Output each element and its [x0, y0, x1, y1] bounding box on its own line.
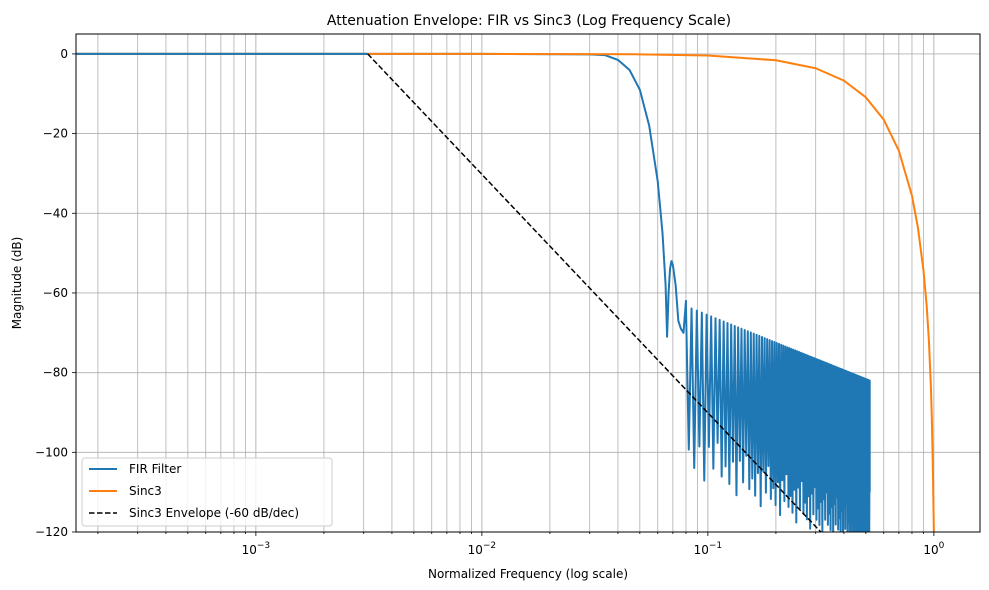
- x-tick-label-exponent: 0: [939, 541, 945, 551]
- y-tick-label: −20: [43, 127, 68, 141]
- series-layer: [76, 52, 935, 532]
- x-tick-label: 100: [923, 541, 944, 557]
- legend-label: Sinc3: [129, 484, 162, 498]
- x-axis-label: Normalized Frequency (log scale): [428, 567, 628, 581]
- legend: FIR Filter Sinc3 Sinc3 Envelope (-60 dB/de…: [81, 457, 333, 527]
- y-tick-label: −120: [35, 525, 68, 539]
- series-line-sinc3: [76, 52, 935, 532]
- plot-frame: [75, 33, 981, 533]
- y-tick-label: 0: [60, 47, 68, 61]
- x-tick-label: 10−1: [694, 541, 723, 557]
- x-tick-label: 10−3: [242, 541, 271, 557]
- series-line-fir-filter: [76, 52, 871, 532]
- y-axis-label: Magnitude (dB): [10, 237, 24, 330]
- x-tick-label-exponent: −1: [709, 541, 722, 551]
- legend-label: FIR Filter: [129, 462, 181, 476]
- legend-box: [81, 457, 333, 527]
- series-line-sinc3-envelope: [367, 53, 822, 532]
- x-tick-label-base: 10: [468, 543, 483, 557]
- legend-label: Sinc3 Envelope (-60 dB/dec): [129, 506, 299, 520]
- x-tick-label-base: 10: [923, 543, 938, 557]
- chart-title: Attenuation Envelope: FIR vs Sinc3 (Log …: [327, 13, 731, 29]
- y-tick-label: −40: [43, 206, 68, 220]
- x-tick-label: 10−2: [468, 541, 497, 557]
- y-axis: 0 −20 −40 −60 −80 −100 −120: [35, 47, 76, 539]
- x-axis: 10−3 10−2 10−1 100: [97, 532, 945, 557]
- y-tick-label: −60: [43, 286, 68, 300]
- y-tick-label: −100: [35, 445, 68, 459]
- x-tick-label-base: 10: [694, 543, 709, 557]
- x-tick-label-base: 10: [242, 543, 257, 557]
- x-tick-label-exponent: −3: [257, 541, 270, 551]
- x-tick-label-exponent: −2: [483, 541, 496, 551]
- y-tick-label: −80: [43, 366, 68, 380]
- plot-area: [75, 33, 981, 533]
